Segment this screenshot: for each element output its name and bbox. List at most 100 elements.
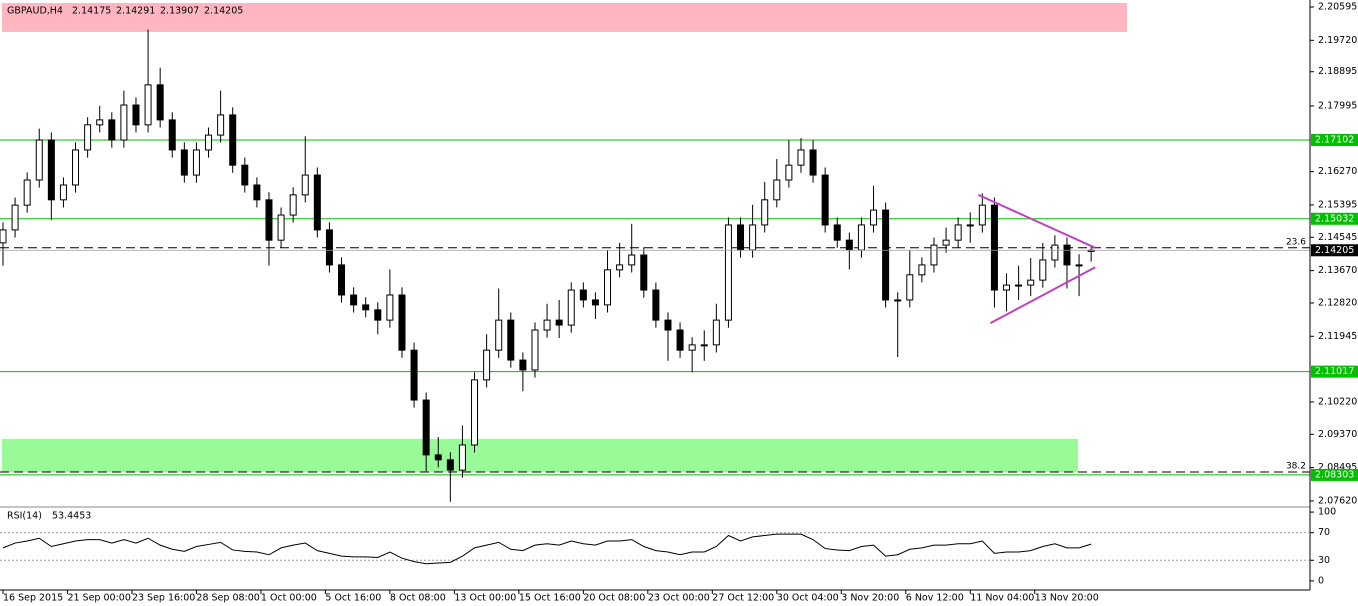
candle-body (434, 454, 442, 461)
candle-body (567, 289, 575, 326)
candle-body (362, 304, 370, 311)
candle-body (325, 229, 333, 266)
candle-body (555, 319, 563, 326)
candle-body (47, 139, 55, 201)
candle-body (386, 294, 394, 321)
candle-body (531, 329, 539, 371)
rsi-line (2, 533, 1092, 565)
candle-body (350, 294, 358, 306)
header-open: 2.14175 (72, 6, 111, 17)
level-label-box (1311, 133, 1358, 146)
candle-body (338, 264, 346, 296)
candle-body (84, 124, 92, 151)
candle-body (882, 209, 890, 301)
candle-body (990, 204, 998, 291)
candle-body (422, 399, 430, 456)
candle-body (724, 224, 732, 321)
x-tick-label: 8 Oct 08:00 (390, 593, 446, 604)
y-tick-label: 2.20595 (1318, 2, 1357, 13)
x-tick-label: 27 Oct 12:00 (712, 593, 774, 604)
candle-body (59, 184, 67, 201)
y-tick-label: 2.19720 (1318, 35, 1357, 46)
zones (2, 3, 1127, 473)
x-tick-label: 30 Oct 04:00 (777, 593, 839, 604)
candle-body (471, 379, 479, 446)
candle-body (495, 319, 503, 351)
indicator-value: 53.4453 (52, 511, 91, 522)
candle-body (591, 299, 599, 306)
rsi-tick-label: 100 (1318, 507, 1336, 518)
candle-body (241, 164, 249, 186)
candle-body (761, 199, 769, 226)
candle-body (870, 209, 878, 226)
fib-label: 38.2 (1286, 462, 1306, 472)
x-tick-label: 13 Oct 00:00 (454, 593, 516, 604)
candle-body (749, 224, 757, 251)
candle-body (773, 179, 781, 201)
candle-body (857, 224, 865, 251)
y-tick-label: 2.11945 (1318, 331, 1357, 342)
x-tick-label: 15 Oct 16:00 (519, 593, 581, 604)
candle-body (1075, 264, 1083, 267)
candle-body (579, 289, 587, 301)
y-tick-label: 2.16270 (1318, 166, 1357, 177)
x-tick-label: 1 Oct 00:00 (261, 593, 317, 604)
zone (2, 3, 1127, 32)
candle-body (1027, 279, 1035, 286)
y-tick-label: 2.08495 (1318, 462, 1357, 473)
level-label-box (1311, 365, 1358, 378)
rsi-tick-label: 0 (1318, 575, 1324, 586)
x-tick-label: 5 Oct 16:00 (325, 593, 381, 604)
candle-body (458, 444, 466, 471)
trendline (989, 266, 1096, 325)
candle-body (374, 309, 382, 321)
y-tick-label: 2.14545 (1318, 232, 1357, 243)
candle-body (108, 119, 116, 141)
x-tick-label: 16 Sep 2015 (3, 593, 63, 604)
candle-body (398, 294, 406, 351)
x-tick-label: 20 Oct 08:00 (583, 593, 645, 604)
candle-body (277, 214, 285, 241)
candle-body (640, 254, 648, 291)
candle-body (229, 114, 237, 166)
candle-body (918, 264, 926, 276)
y-tick-label: 2.10220 (1318, 396, 1357, 407)
candle-body (301, 174, 309, 196)
candle-body (688, 344, 696, 351)
candle-body (797, 149, 805, 166)
candle-body (144, 84, 152, 126)
candle-body (966, 224, 974, 227)
candle-body (1015, 284, 1023, 287)
candle-body (845, 239, 853, 251)
x-tick-label: 13 Nov 20:00 (1035, 593, 1099, 604)
x-tick-label: 21 Sep 00:00 (67, 593, 130, 604)
candle-body (616, 264, 624, 271)
candle-body (507, 319, 515, 361)
candle-body (833, 224, 841, 241)
candle-body (1063, 244, 1071, 266)
candle-body (217, 114, 225, 136)
candle-body (35, 139, 43, 181)
x-tick-label: 28 Sep 08:00 (196, 593, 259, 604)
y-tick-label: 2.07620 (1318, 495, 1357, 506)
candle-body (1003, 284, 1011, 291)
y-tick-label: 2.12820 (1318, 297, 1357, 308)
candle-body (72, 149, 80, 186)
candle-body (604, 269, 612, 306)
price-label: 2.14205 (1315, 245, 1354, 256)
x-tick-label: 11 Nov 04:00 (970, 593, 1034, 604)
x-tick-label: 23 Oct 00:00 (648, 593, 710, 604)
chart-title: GBPAUD,H4 (7, 6, 63, 17)
candle-body (1039, 259, 1047, 281)
candle-body (1051, 244, 1059, 261)
header-close: 2.14205 (204, 6, 243, 17)
candle-body (930, 244, 938, 266)
x-tick-label: 3 Nov 20:00 (841, 593, 899, 604)
candle-body (205, 134, 213, 151)
indicator-name: RSI(14) (7, 511, 42, 522)
trendline (977, 193, 1096, 249)
candle-body (156, 84, 164, 121)
candle-body (543, 319, 551, 331)
